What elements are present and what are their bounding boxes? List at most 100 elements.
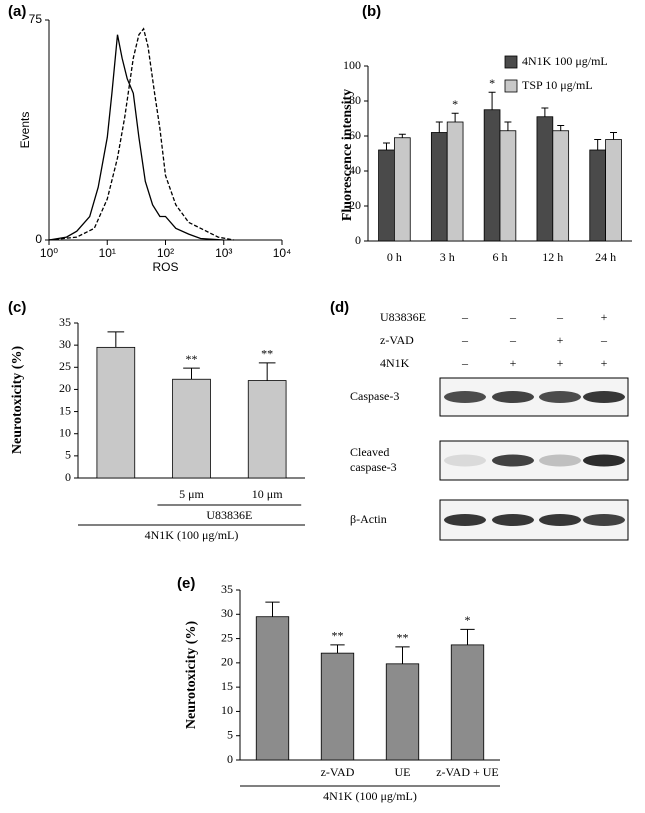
panel-label: (e) bbox=[177, 575, 195, 592]
treatment-sign: – bbox=[461, 356, 469, 370]
error-bar bbox=[435, 121, 443, 133]
bar bbox=[446, 121, 464, 242]
y-tick-label: 30 bbox=[221, 606, 233, 620]
treatment-sign: + bbox=[601, 310, 608, 324]
y-tick-label: 40 bbox=[349, 163, 361, 177]
significance: * bbox=[465, 613, 471, 627]
y-tick-label: 5 bbox=[227, 727, 233, 741]
y-axis-label: Neurotoxicity (%) bbox=[184, 621, 199, 730]
bar bbox=[247, 380, 287, 479]
bar bbox=[536, 116, 554, 242]
error-bar bbox=[395, 646, 410, 664]
bar bbox=[255, 616, 290, 761]
y-tick-label: 100 bbox=[343, 58, 361, 72]
y-tick-label: 20 bbox=[59, 381, 71, 395]
histogram-line bbox=[48, 34, 224, 241]
x-tick-label: 0 h bbox=[387, 250, 402, 264]
x-tick-label: z-VAD bbox=[321, 765, 355, 779]
y-tick-label: 80 bbox=[349, 93, 361, 107]
x-tick-label: 10² bbox=[157, 246, 174, 260]
error-bar bbox=[541, 107, 549, 117]
bar bbox=[172, 378, 211, 479]
blot-band bbox=[539, 514, 581, 526]
bar bbox=[483, 109, 501, 242]
significance: ** bbox=[332, 629, 344, 643]
error-bar bbox=[460, 628, 475, 645]
x-tick-label: 10¹ bbox=[99, 246, 116, 260]
blot-band bbox=[539, 391, 581, 403]
y-tick-label: 25 bbox=[221, 630, 233, 644]
treatment-sign: – bbox=[556, 310, 564, 324]
treatment-label: z-VAD bbox=[380, 333, 414, 347]
blot-band bbox=[583, 391, 625, 403]
error-bar bbox=[557, 125, 565, 131]
band-label: caspase-3 bbox=[350, 460, 397, 474]
error-bar bbox=[183, 367, 200, 380]
significance: ** bbox=[397, 631, 409, 645]
treatment-sign: + bbox=[557, 356, 564, 370]
error-bar bbox=[451, 112, 459, 122]
y-tick-label: 20 bbox=[349, 198, 361, 212]
blot-band bbox=[492, 391, 534, 403]
error-bar bbox=[382, 142, 390, 150]
error-bar bbox=[265, 601, 280, 617]
y-tick-label: 10 bbox=[221, 703, 233, 717]
y-tick-label: 0 bbox=[35, 232, 42, 246]
y-tick-label: 0 bbox=[227, 752, 233, 766]
y-tick-label: 60 bbox=[349, 128, 361, 142]
y-tick-label: 10 bbox=[59, 425, 71, 439]
x-tick-label: 6 h bbox=[493, 250, 508, 264]
bar bbox=[450, 644, 485, 761]
error-bar bbox=[330, 644, 345, 654]
legend-label: 4N1K 100 μg/mL bbox=[522, 54, 608, 68]
x-tick-label: 24 h bbox=[595, 250, 616, 264]
x-tick-label: 3 h bbox=[440, 250, 455, 264]
significance: ** bbox=[186, 352, 198, 366]
y-tick-label: 20 bbox=[221, 655, 233, 669]
panel-label: (d) bbox=[330, 299, 349, 316]
treatment-sign: – bbox=[461, 333, 469, 347]
panel-label: (c) bbox=[8, 299, 26, 316]
significance: ** bbox=[261, 347, 273, 361]
bar bbox=[499, 130, 517, 242]
blot-band bbox=[583, 514, 625, 526]
error-bar bbox=[107, 331, 125, 348]
treatment-sign: + bbox=[510, 356, 517, 370]
x-tick-label: z-VAD + UE bbox=[436, 765, 499, 779]
bar bbox=[378, 149, 395, 242]
bar bbox=[605, 139, 622, 242]
blot-band bbox=[444, 391, 486, 403]
error-bar bbox=[398, 133, 406, 138]
x-tick-label: 10 μm bbox=[252, 487, 283, 501]
x-tick-label: UE bbox=[395, 765, 411, 779]
y-axis-label: Events bbox=[18, 112, 32, 149]
error-bar bbox=[504, 121, 512, 131]
group-label: 4N1K (100 μg/mL) bbox=[323, 789, 417, 803]
blot-band bbox=[583, 454, 625, 467]
group-label: 4N1K (100 μg/mL) bbox=[145, 528, 239, 542]
blot-band bbox=[492, 454, 534, 467]
panel-label: (b) bbox=[362, 3, 381, 20]
y-tick-label: 0 bbox=[355, 233, 361, 247]
y-tick-label: 35 bbox=[59, 315, 71, 329]
band-label: β-Actin bbox=[350, 512, 387, 526]
y-tick-label: 35 bbox=[221, 582, 233, 596]
treatment-sign: – bbox=[509, 310, 517, 324]
y-axis-label: Neurotoxicity (%) bbox=[10, 346, 25, 455]
blot-band bbox=[444, 514, 486, 526]
band-label: Caspase-3 bbox=[350, 389, 399, 403]
y-tick-label: 0 bbox=[65, 470, 71, 484]
bar bbox=[589, 149, 607, 242]
legend-label: TSP 10 μg/mL bbox=[522, 78, 593, 92]
blot-band bbox=[539, 454, 581, 467]
error-bar bbox=[610, 132, 618, 140]
treatment-sign: – bbox=[600, 333, 608, 347]
y-tick-label: 25 bbox=[59, 359, 71, 373]
x-tick-label: 5 μm bbox=[179, 487, 204, 501]
y-tick-label: 75 bbox=[29, 12, 43, 26]
panel-label: (a) bbox=[8, 3, 26, 20]
treatment-sign: + bbox=[557, 333, 564, 347]
y-tick-label: 30 bbox=[59, 337, 71, 351]
